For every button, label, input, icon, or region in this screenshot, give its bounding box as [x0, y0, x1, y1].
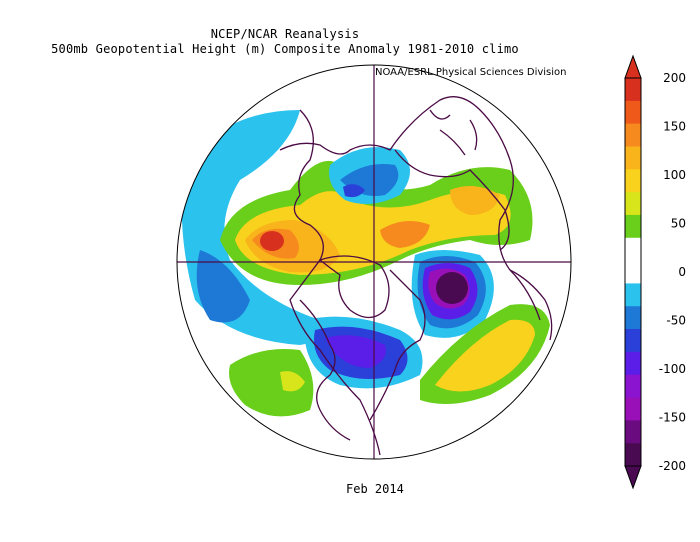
colorbar-arrow-top: [624, 54, 642, 79]
colorbar-arrow-bottom: [624, 465, 642, 490]
anomaly-maximum: [260, 231, 284, 251]
colorbar-tick-label: -150: [659, 411, 686, 425]
colorbar-band: [625, 214, 641, 239]
colorbar-band: [625, 123, 641, 147]
positive-anomaly-region: [380, 221, 430, 248]
chart-title: NCEP/NCAR Reanalysis: [210, 27, 360, 41]
colorbar-tick-label: 0: [678, 265, 686, 279]
negative-anomaly-region: [343, 184, 365, 198]
positive-anomaly-region: [450, 186, 500, 215]
positive-anomaly-region: [229, 349, 314, 417]
colorbar-tick-label: -200: [659, 459, 686, 473]
colorbar-band: [625, 443, 641, 467]
colorbar-band: [625, 329, 641, 353]
colorbar-band: [625, 100, 641, 125]
colorbar-band: [625, 283, 641, 307]
negative-anomaly-region: [196, 250, 250, 323]
date-label: Feb 2014: [346, 482, 404, 496]
colorbar-band: [625, 260, 641, 284]
colorbar-band: [625, 146, 641, 170]
colorbar-tick-label: -100: [659, 362, 686, 376]
positive-anomaly-region: [280, 371, 305, 392]
colorbar-outline: [624, 77, 642, 467]
credit-label: NOAA/ESRL Physical Sciences Division: [375, 67, 567, 78]
colorbar-band: [625, 78, 641, 102]
chart-subtitle: 500mb Geopotential Height (m) Composite …: [51, 42, 519, 56]
colorbar-tick-label: 200: [663, 71, 686, 85]
coastlines: [279, 96, 553, 456]
colorbar-band: [625, 306, 641, 330]
colorbar-band: [625, 374, 641, 399]
colorbar-tick-label: 100: [663, 168, 686, 182]
colorbar-band: [625, 192, 641, 216]
colorbar-tick-label: -50: [666, 314, 686, 328]
anomaly-minimum: [436, 272, 468, 304]
map-boundary: [176, 64, 572, 460]
negative-anomaly-region: [325, 335, 386, 368]
positive-anomaly-region: [435, 319, 535, 392]
colorbar-band: [625, 420, 641, 444]
colorbar-band: [625, 351, 641, 376]
colorbar-tick-label: 150: [663, 120, 686, 134]
colorbar-tick-label: 50: [671, 217, 686, 231]
colorbar-band: [625, 169, 641, 193]
colorbar-band: [625, 237, 641, 262]
colorbar-band: [625, 397, 641, 421]
